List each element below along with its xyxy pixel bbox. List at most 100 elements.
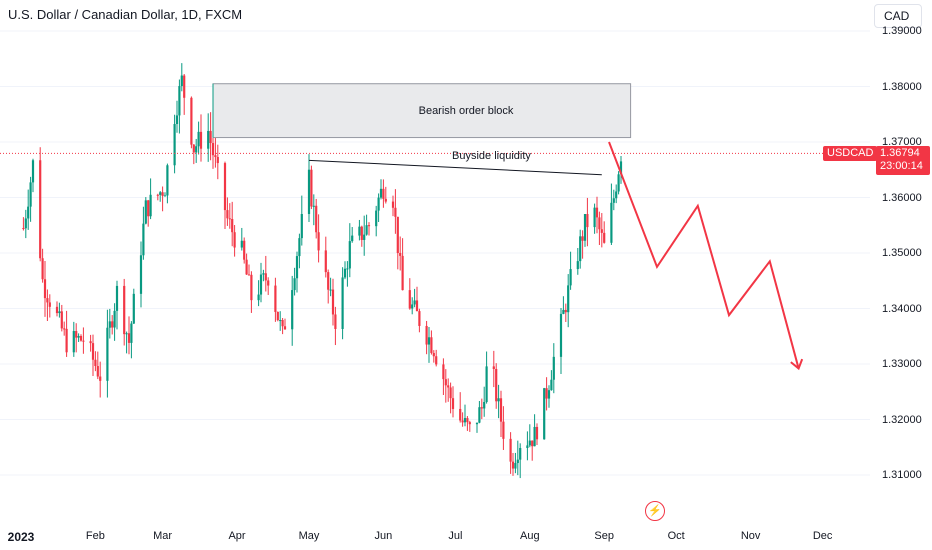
- candle-body: [228, 218, 231, 220]
- candle-body: [444, 379, 447, 386]
- candle-body: [358, 226, 361, 236]
- candle-body: [427, 337, 431, 345]
- candle-body: [562, 309, 565, 314]
- candle-body: [617, 174, 620, 192]
- candle-body: [250, 274, 253, 301]
- candle-body: [394, 207, 397, 217]
- candle-body: [226, 210, 229, 219]
- candle-body: [430, 337, 433, 353]
- candle-body: [125, 333, 128, 335]
- y-tick-label: 1.31000: [882, 469, 922, 481]
- candle-body: [384, 198, 387, 202]
- candle-body: [603, 232, 606, 243]
- candle-body: [509, 438, 512, 462]
- candle-body: [564, 309, 567, 313]
- candle-body: [461, 420, 464, 423]
- candle-body: [99, 376, 102, 381]
- candle-body: [528, 440, 531, 446]
- candle-body: [243, 240, 246, 260]
- candle-body: [142, 223, 145, 256]
- y-tick-label: 1.35000: [882, 247, 922, 259]
- candle-body: [499, 398, 503, 422]
- candle-body: [379, 188, 383, 198]
- x-tick-label: Nov: [740, 530, 761, 542]
- candle-body: [545, 388, 548, 399]
- candle-body: [411, 304, 414, 309]
- candle-body: [324, 250, 327, 273]
- candle-body: [29, 182, 32, 207]
- x-tick-label: Sep: [594, 530, 614, 542]
- candle-body: [415, 300, 419, 312]
- y-tick-label: 1.36000: [882, 191, 922, 204]
- candle-body: [581, 236, 584, 241]
- x-tick-label: Mar: [153, 530, 173, 542]
- candle-body: [166, 165, 169, 196]
- candle-body: [425, 325, 428, 345]
- candle-body: [257, 294, 260, 301]
- candle-body: [514, 463, 517, 469]
- candle-body: [240, 240, 243, 248]
- candle-body: [598, 217, 601, 230]
- candle-body: [511, 461, 515, 469]
- candle-body: [363, 234, 366, 240]
- candle-body: [178, 86, 181, 116]
- candle-body: [115, 285, 119, 311]
- y-tick-label: 1.38000: [882, 80, 922, 93]
- order-block-zone[interactable]: [212, 83, 632, 139]
- last-price: 1.36794: [880, 147, 920, 159]
- candle-body: [312, 205, 315, 207]
- candle-body: [195, 146, 198, 153]
- candle-body: [111, 321, 114, 328]
- candle-body: [367, 225, 371, 227]
- candle-body: [492, 366, 495, 370]
- candle-body: [192, 144, 195, 153]
- candle-body: [310, 169, 313, 207]
- candle-body: [351, 235, 354, 242]
- candlesticks: [22, 63, 623, 479]
- candle-body: [360, 226, 363, 240]
- candle-body: [264, 273, 267, 281]
- lightning-icon[interactable]: ⚡: [645, 501, 665, 521]
- candle-body: [127, 333, 131, 343]
- candle-body: [139, 255, 143, 294]
- candle-body: [329, 289, 332, 291]
- currency-button[interactable]: CAD: [874, 4, 922, 28]
- candle-body: [586, 214, 589, 228]
- candle-body: [516, 459, 519, 464]
- candle-body: [132, 293, 135, 324]
- candle-body: [147, 200, 150, 217]
- candle-body: [31, 160, 35, 183]
- candle-body: [449, 387, 452, 399]
- symbol-badge: USDCAD: [823, 146, 878, 161]
- candle-body: [576, 261, 579, 270]
- candle-body: [22, 228, 25, 230]
- candle-body: [343, 268, 347, 278]
- y-tick-label: 1.34000: [882, 302, 922, 315]
- candle-body: [391, 201, 395, 208]
- candle-body: [55, 306, 59, 314]
- candle-body: [519, 447, 522, 460]
- buyside-liquidity-line[interactable]: [308, 159, 602, 176]
- candle-body: [283, 326, 287, 330]
- candle-body: [72, 331, 75, 353]
- candle-body: [497, 398, 500, 402]
- candle-body: [413, 300, 416, 305]
- candle-body: [43, 279, 47, 299]
- candle-body: [495, 369, 498, 402]
- candle-body: [447, 385, 450, 388]
- candle-body: [91, 343, 95, 360]
- candle-body: [579, 236, 582, 262]
- candle-body: [27, 206, 30, 219]
- candle-body: [435, 356, 438, 365]
- candle-body: [300, 214, 303, 239]
- candle-body: [331, 289, 335, 315]
- candle-body: [163, 195, 167, 197]
- candle-body: [533, 426, 536, 447]
- arrow-head: [790, 358, 804, 371]
- candle-body: [315, 205, 318, 233]
- candle-body: [274, 285, 277, 312]
- y-tick-label: 1.37000: [882, 136, 922, 148]
- projection-path[interactable]: [608, 141, 804, 371]
- candle-body: [463, 418, 467, 423]
